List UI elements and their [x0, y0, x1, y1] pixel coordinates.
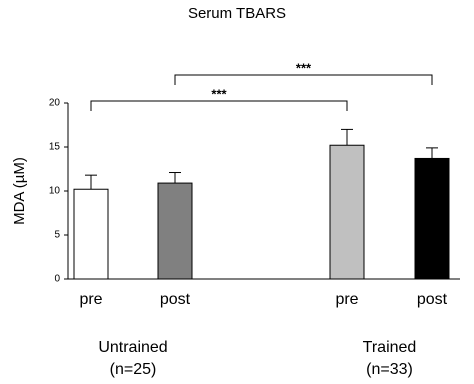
- x-tick-label: post: [417, 291, 448, 308]
- significance-bracket: [90, 100, 348, 111]
- group-label: Untrained: [98, 339, 167, 356]
- group-size: (n=25): [110, 361, 157, 378]
- bar: [157, 182, 193, 280]
- y-tick-label: 15: [49, 142, 61, 153]
- y-tick-label: 5: [54, 230, 60, 241]
- group-size: (n=33): [366, 361, 413, 378]
- significance-label: ***: [296, 60, 312, 75]
- x-tick-label: post: [160, 291, 191, 308]
- significance-label: ***: [211, 86, 227, 101]
- y-tick-label: 0: [54, 274, 60, 285]
- significance-bracket: [174, 74, 433, 85]
- bar: [73, 188, 109, 280]
- group-label: Trained: [363, 339, 417, 356]
- x-tick-label: pre: [335, 291, 358, 308]
- chart-title: Serum TBARS: [188, 5, 286, 22]
- y-tick-label: 20: [49, 98, 61, 109]
- bar: [329, 144, 365, 280]
- x-tick-label: pre: [79, 291, 102, 308]
- y-tick-label: 10: [49, 186, 61, 197]
- y-axis-label: MDA (µM): [11, 157, 28, 225]
- bar: [414, 157, 450, 280]
